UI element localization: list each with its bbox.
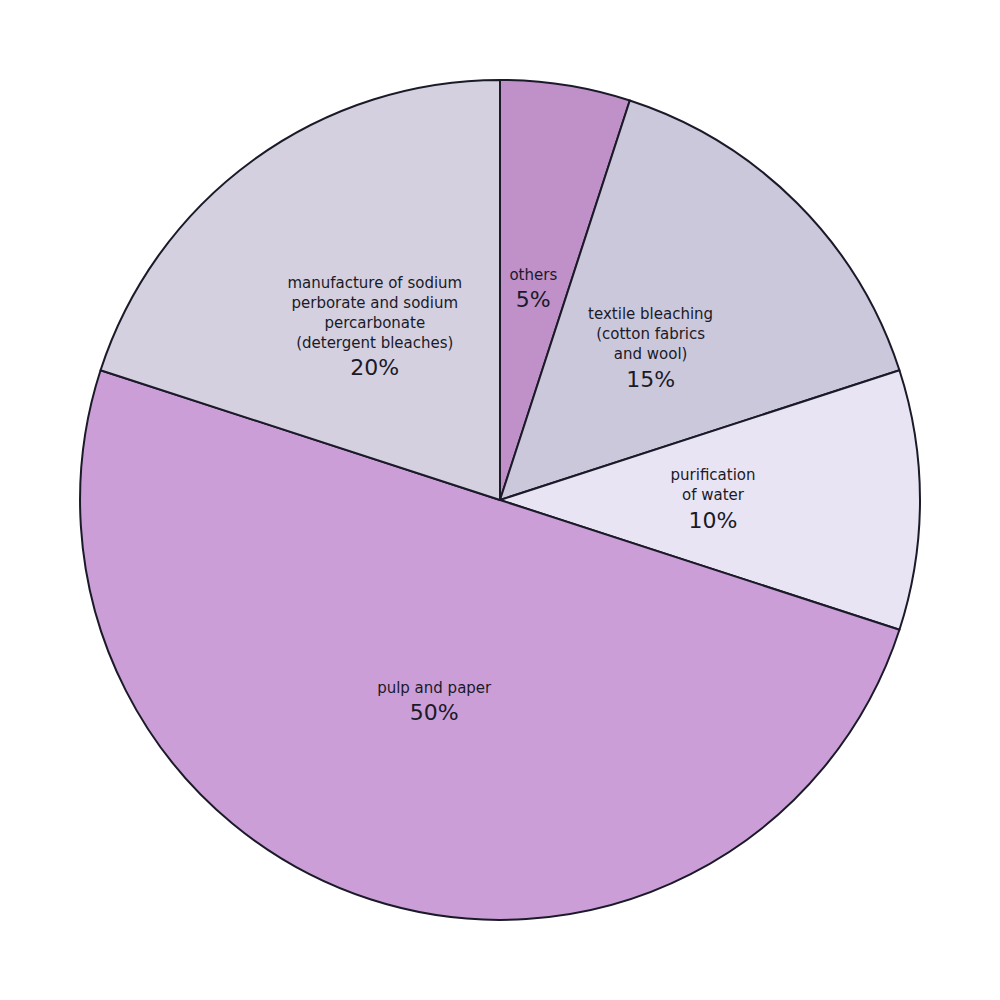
svg-text:perborate and sodium: perborate and sodium (291, 294, 458, 312)
svg-text:textile bleaching: textile bleaching (588, 305, 713, 323)
svg-text:5%: 5% (516, 287, 551, 312)
svg-text:of water: of water (682, 486, 745, 504)
svg-text:(detergent bleaches): (detergent bleaches) (296, 334, 453, 352)
svg-text:pulp and paper: pulp and paper (377, 679, 492, 697)
svg-text:manufacture of sodium: manufacture of sodium (287, 274, 462, 292)
svg-text:15%: 15% (626, 367, 675, 392)
svg-text:percarbonate: percarbonate (324, 314, 425, 332)
svg-text:50%: 50% (410, 700, 459, 725)
svg-text:10%: 10% (689, 508, 738, 533)
svg-text:(cotton fabrics: (cotton fabrics (596, 325, 705, 343)
svg-text:20%: 20% (350, 355, 399, 380)
svg-text:and wool): and wool) (614, 345, 688, 363)
svg-text:others: others (509, 266, 557, 284)
svg-text:purification: purification (671, 466, 756, 484)
